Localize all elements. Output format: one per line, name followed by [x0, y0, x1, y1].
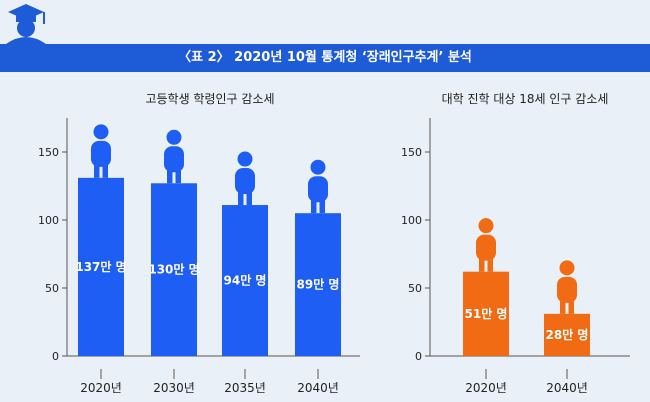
y-tick-label: 0	[415, 350, 422, 363]
header-title: 〈표 2〉 2020년 10월 통계청 ‘장래인구추계’ 분석	[178, 50, 472, 65]
y-tick-label: 100	[38, 214, 59, 227]
chart-1-title: 대학 진학 대상 18세 인구 감소세	[442, 92, 609, 106]
data-label: 51만 명	[465, 306, 508, 321]
x-tick-label: 2035년	[224, 381, 266, 395]
y-tick-label: 50	[408, 282, 422, 295]
chart-college-age-population: 대학 진학 대상 18세 인구 감소세 0 50 100 150 51만 명 2020년 2…	[401, 92, 630, 395]
x-tick-label: 2030년	[153, 381, 195, 395]
data-label: 89만 명	[297, 277, 340, 292]
bar	[151, 183, 197, 356]
person-icon	[308, 159, 328, 214]
chart-school-population: 고등학생 학령인구 감소세 0 50 100 150 137만 명 2020년 130만 명…	[38, 92, 360, 395]
data-label: 130만 명	[148, 262, 199, 277]
data-label: 137만 명	[75, 259, 126, 274]
y-tick-label: 100	[401, 214, 422, 227]
graduation-cap-person-icon	[6, 4, 46, 44]
bar	[222, 205, 268, 356]
data-label: 28만 명	[546, 327, 589, 342]
y-tick-label: 150	[38, 146, 59, 159]
bar	[295, 213, 341, 356]
y-tick-label: 50	[45, 282, 59, 295]
bar	[78, 177, 124, 356]
bar	[544, 313, 590, 356]
x-tick-label: 2020년	[465, 381, 507, 395]
person-icon	[235, 151, 255, 206]
bar	[463, 271, 509, 356]
y-tick-label: 150	[401, 146, 422, 159]
x-tick-label: 2020년	[80, 381, 122, 395]
person-icon	[557, 260, 577, 314]
person-icon	[476, 218, 496, 272]
y-tick-label: 0	[52, 350, 59, 363]
x-tick-label: 2040년	[297, 381, 339, 395]
chart-0-title: 고등학생 학령인구 감소세	[145, 92, 274, 106]
header-band	[0, 44, 650, 72]
data-label: 94만 명	[224, 273, 267, 288]
person-icon	[164, 129, 184, 184]
person-icon	[91, 124, 111, 178]
x-tick-label: 2040년	[546, 381, 588, 395]
